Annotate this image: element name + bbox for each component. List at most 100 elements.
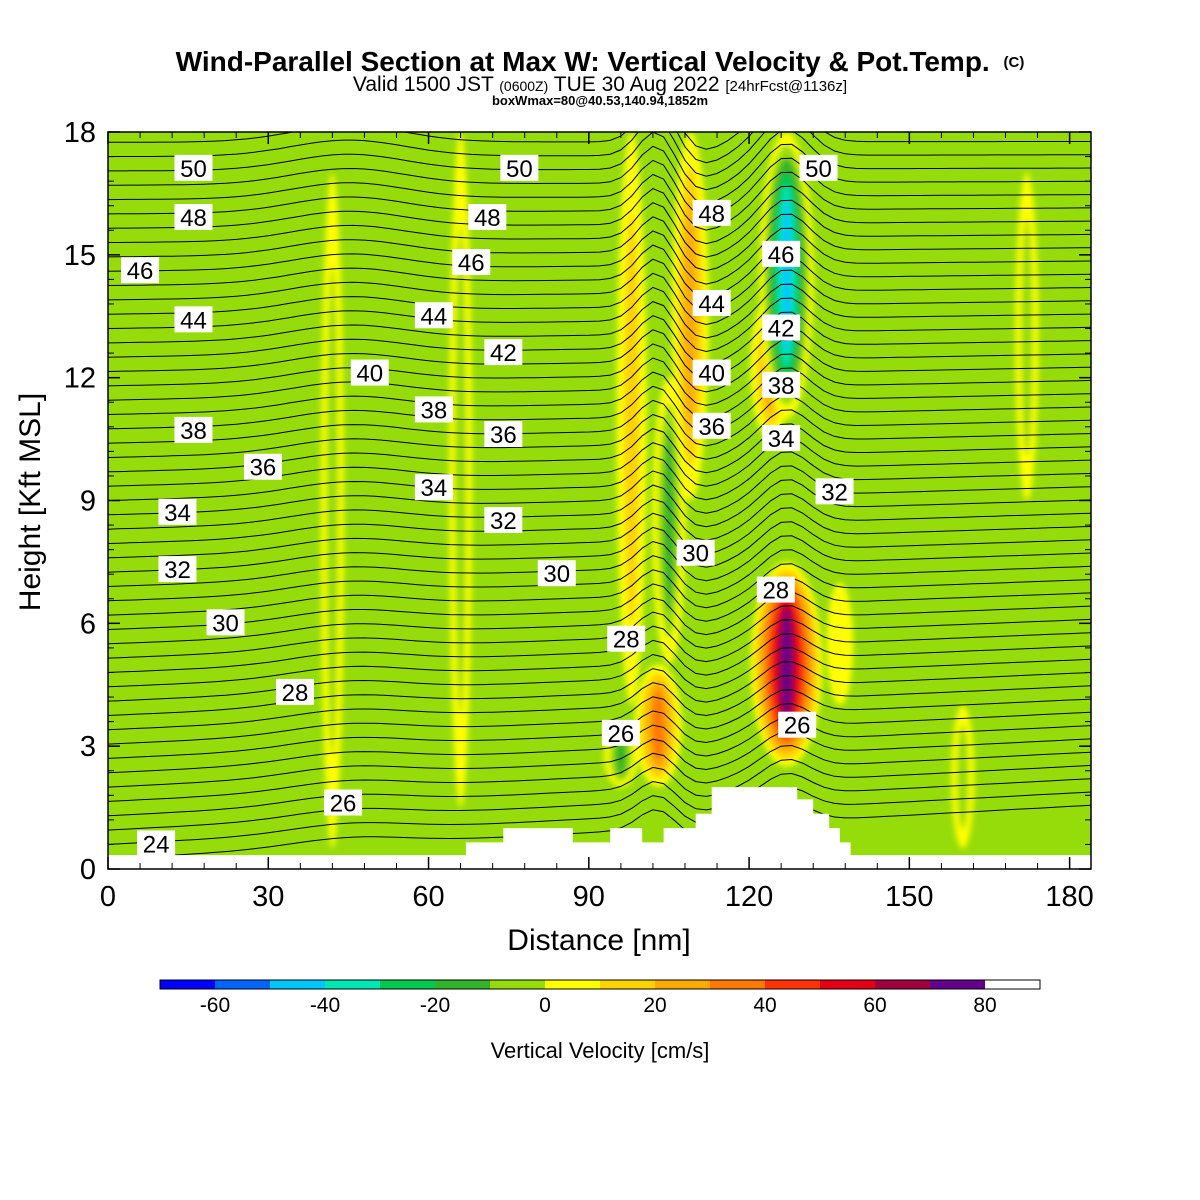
contour-label: 38 [762,371,801,400]
contour-label-box [484,506,523,533]
y-tick-label: 0 [80,854,96,886]
contour-label-text: 36 [698,414,725,441]
contour-label: 36 [692,412,731,441]
contour-label: 46 [121,257,160,285]
theta-contour-line [108,675,1091,731]
contour-label-box [158,556,197,583]
theta-contour-line [108,535,1091,587]
colorbar-title: Vertical Velocity [cm/s] [491,1038,710,1063]
theta-contour-line [108,185,1091,245]
theta-contour-line [108,689,1091,745]
w-field-band [615,736,627,776]
contour-label-text: 32 [490,508,517,535]
plot-area: 5048464440383634323028262450484644423836… [108,132,1091,869]
theta-contour-line [108,157,1091,218]
colorbar-segment [545,980,600,989]
terrain-layer [108,787,1091,869]
theta-contour-line [108,269,1091,326]
theta-contours [108,132,1091,860]
contour-label: 26 [601,719,640,748]
contour-label-text: 44 [698,291,725,318]
contour-label-box [692,412,731,439]
contour-label-text: 48 [698,201,725,228]
contour-label-text: 44 [421,303,448,330]
colorbar-segment [435,980,490,989]
theta-contour-line [108,311,1091,366]
y-tick-label: 9 [80,486,96,518]
theta-contour-line [108,255,1091,312]
contour-label: 36 [484,420,523,449]
y-tick-label: 15 [64,240,96,272]
theta-contour-line [108,493,1091,544]
contour-label: 46 [452,249,491,277]
colorbar-segment [215,980,270,989]
x-tick-label: 120 [725,881,773,913]
colorbar: -60 -40 -20 0 20 40 60 80 [159,979,1041,1017]
contour-label: 38 [414,396,453,424]
theta-contour-line [108,661,1091,716]
contour-label: 32 [158,556,197,584]
contour-label: 50 [799,154,838,183]
theta-contour-line [108,381,1091,433]
contour-label-text: 44 [180,307,207,334]
contour-label-text: 48 [474,205,501,232]
colorbar-tick-label: 40 [753,994,776,1017]
colorbar-segment [820,980,875,989]
contour-label-text: 46 [458,250,485,277]
colorbar-tick-label: 0 [539,994,551,1017]
contour-label-text: 40 [356,361,383,388]
contour-label-text: 48 [180,205,207,232]
contour-label-box [762,314,801,341]
colorbar-frame [159,979,1041,990]
w-field-band [957,724,969,829]
contour-label-box [275,678,314,705]
contour-label-box [174,203,213,230]
contour-label: 44 [174,306,213,334]
y-axis-title: Height [Kft MSL] [14,393,47,611]
valid-time: Valid 1500 JST [353,73,494,96]
x-axis-title: Distance [nm] [507,924,690,957]
theta-contour-line [108,465,1091,516]
colorbar-segment [160,980,215,989]
theta-contour-line [108,143,1091,204]
theta-contour-line [108,563,1091,616]
contour-label-text: 30 [212,610,239,637]
colorbar-segment [600,980,655,989]
theta-contour-line [108,619,1091,673]
contour-label-box [537,560,576,587]
colorbar-tick-label: -40 [310,994,340,1017]
contour-label-text: 24 [143,831,170,858]
contour-label-text: 34 [164,500,191,527]
contour-label: 28 [756,576,795,605]
theta-contour-line [108,800,1091,860]
contour-label-text: 36 [250,455,277,482]
colorbar-segment [490,980,545,989]
contour-label-box [692,199,731,226]
contour-label-box [158,498,197,525]
w-field-band [781,611,791,718]
contour-label-text: 38 [421,397,448,424]
contour-label: 30 [676,539,715,568]
w-field-band [454,224,467,715]
contour-label-box [762,425,801,452]
contour-label-box [414,302,453,329]
contour-label-text: 30 [543,561,570,588]
theta-contour-line [108,716,1091,774]
contour-label-text: 46 [768,242,795,269]
contour-label-text: 40 [698,361,725,388]
theta-contour-line [108,132,1091,164]
theta-contour-line [108,577,1091,630]
contour-label: 30 [206,609,245,637]
theta-contour-line [108,730,1091,788]
x-tick-label: 90 [573,881,605,913]
theta-contour-line [108,451,1091,501]
colorbar-segment [270,980,325,989]
contour-label: 32 [484,506,523,535]
contour-label: 44 [414,302,453,330]
contour-label: 42 [762,314,801,343]
theta-contour-line [108,395,1091,447]
theta-contour-line [108,703,1091,759]
contour-label-box [452,249,491,276]
